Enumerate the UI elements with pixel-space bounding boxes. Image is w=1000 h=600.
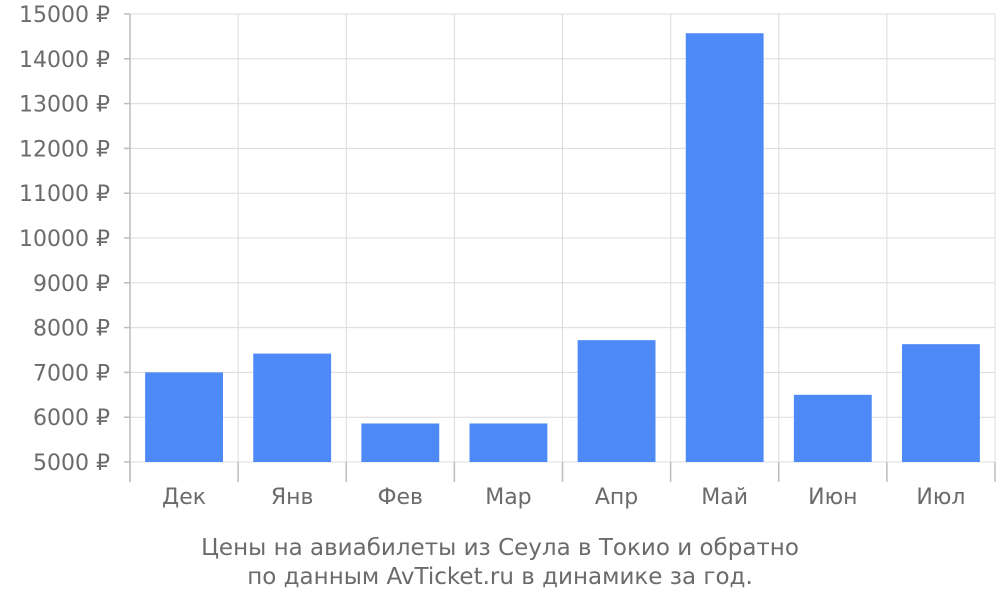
y-tick-label: 6000 ₽ xyxy=(33,406,110,431)
chart-caption-line-1: Цены на авиабилеты из Сеула в Токио и об… xyxy=(201,535,799,561)
bar-7 xyxy=(793,394,872,462)
y-tick-label: 15000 ₽ xyxy=(19,3,110,28)
bar-8 xyxy=(902,344,980,462)
y-tick-label: 12000 ₽ xyxy=(19,137,110,162)
x-tick-label: Дек xyxy=(162,485,206,510)
y-tick-label: 11000 ₽ xyxy=(19,182,110,207)
y-tick-label: 10000 ₽ xyxy=(19,227,110,252)
y-tick-label: 9000 ₽ xyxy=(33,272,110,297)
y-tick-label: 7000 ₽ xyxy=(33,361,110,386)
x-tick-label: Апр xyxy=(595,485,638,510)
y-tick-label: 8000 ₽ xyxy=(33,317,110,342)
x-tick-label: Фев xyxy=(378,485,423,510)
y-tick-label: 13000 ₽ xyxy=(19,93,110,118)
y-tick-label: 5000 ₽ xyxy=(33,451,110,476)
chart-caption-line-2: по данным AvTicket.ru в динамике за год. xyxy=(247,564,753,590)
axes xyxy=(124,13,996,482)
x-tick-label: Мар xyxy=(485,485,531,510)
x-tick-label: Июн xyxy=(808,485,857,510)
y-axis-labels: 5000 ₽ 6000 ₽ 7000 ₽ 8000 ₽ 9000 ₽ 10000 ₽ 110… xyxy=(19,3,110,476)
bar-1 xyxy=(145,372,223,462)
bars xyxy=(145,33,980,462)
x-axis-labels: Дек Янв Фев Мар Апр Май Июн Июл xyxy=(162,485,965,510)
x-tick-label: Май xyxy=(701,485,748,510)
x-tick-label: Июл xyxy=(916,485,965,510)
bar-4 xyxy=(469,423,548,462)
bar-6 xyxy=(685,33,764,462)
x-tick-label: Янв xyxy=(271,485,314,510)
bar-3 xyxy=(361,423,440,462)
bar-2 xyxy=(253,353,332,462)
bar-5 xyxy=(577,340,656,462)
y-tick-label: 14000 ₽ xyxy=(19,48,110,73)
